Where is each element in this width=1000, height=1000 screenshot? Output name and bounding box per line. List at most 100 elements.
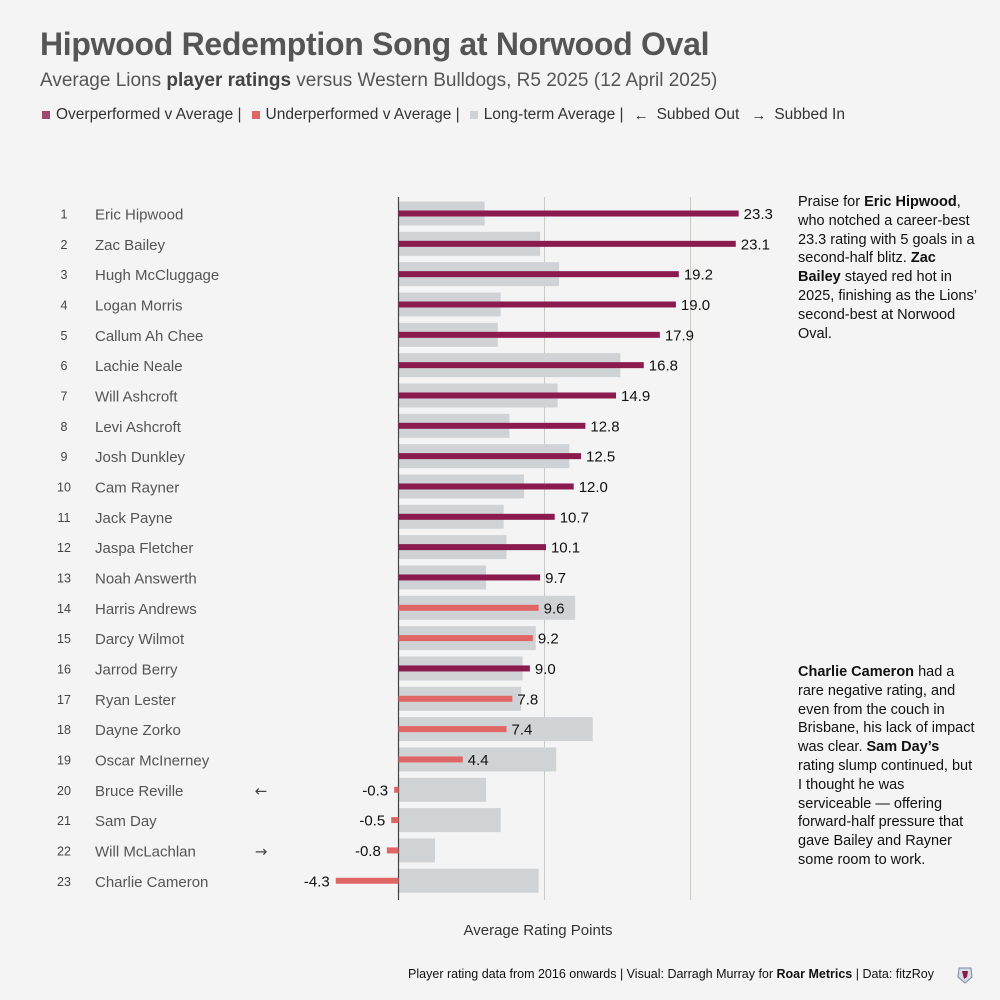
player-name-10: Cam Rayner — [95, 479, 179, 496]
legend-avg-label: Long-term Average | — [483, 106, 624, 123]
value-label-13: 9.7 — [545, 570, 566, 587]
value-label-17: 7.8 — [517, 691, 538, 708]
rating-bar-5 — [398, 331, 660, 338]
value-label-2: 23.1 — [741, 236, 770, 253]
player-name-1: Eric Hipwood — [95, 207, 183, 224]
footer-pre: Player rating data from 2016 onwards | V… — [408, 967, 777, 981]
rank-label-11: 11 — [58, 511, 71, 525]
rank-label-3: 3 — [61, 268, 68, 282]
rating-bar-11 — [398, 513, 555, 520]
rank-label-21: 21 — [57, 814, 71, 828]
value-label-20: -0.3 — [362, 782, 388, 799]
player-name-18: Dayne Zorko — [95, 722, 181, 739]
annotation-top: Praise for Eric Hipwood, who notched a c… — [798, 193, 978, 343]
annot-top-b2: Zac Bailey — [798, 250, 936, 286]
annot-bottom-t1: had a rare negative rating, and even fro… — [798, 664, 975, 756]
legend: Overperformed v Average | Underperformed… — [42, 106, 849, 124]
rating-bar-23 — [335, 877, 399, 884]
rating-bar-9 — [398, 453, 581, 460]
player-name-14: Harris Andrews — [95, 601, 197, 618]
value-label-4: 19.0 — [681, 297, 710, 314]
rank-label-20: 20 — [57, 784, 71, 798]
rank-label-19: 19 — [57, 753, 71, 767]
player-name-17: Ryan Lester — [95, 692, 176, 709]
value-label-10: 12.0 — [579, 479, 608, 496]
avg-bar-20 — [398, 777, 487, 802]
annot-bottom-t2: rating slump continued, but I thought he… — [798, 757, 973, 868]
rating-bar-13 — [398, 574, 541, 581]
value-label-16: 9.0 — [535, 661, 556, 678]
rank-label-13: 13 — [57, 571, 71, 585]
legend-over-swatch — [42, 111, 50, 119]
subbed-out-arrow-icon: ← — [633, 106, 649, 124]
rating-bar-21 — [391, 817, 399, 824]
rating-bar-16 — [398, 665, 530, 672]
player-name-16: Jarrod Berry — [95, 661, 178, 678]
legend-avg-swatch — [469, 111, 478, 119]
legend-under-swatch — [251, 111, 260, 119]
rank-label-10: 10 — [57, 480, 71, 494]
rating-bar-12 — [398, 544, 546, 551]
legend-over-label: Overperformed v Average | — [56, 106, 242, 123]
avg-bar-21 — [398, 808, 501, 833]
annot-top-t3: stayed red hot in 2025, finishing as the… — [798, 269, 977, 342]
rank-label-15: 15 — [57, 632, 71, 646]
rank-label-2: 2 — [61, 238, 68, 252]
rating-bar-19 — [398, 756, 463, 763]
legend-under-label: Underperformed v Average | — [265, 106, 460, 123]
rating-bar-4 — [398, 301, 676, 308]
avg-bar-22 — [398, 838, 435, 863]
rating-bar-15 — [398, 635, 533, 642]
value-label-12: 10.1 — [551, 540, 580, 557]
value-label-8: 12.8 — [590, 418, 619, 435]
rank-label-23: 23 — [57, 875, 71, 889]
value-label-7: 14.9 — [621, 388, 650, 405]
value-label-23: -4.3 — [304, 873, 330, 890]
roar-metrics-logo-icon — [957, 967, 973, 984]
subbed-in-arrow-icon: → — [751, 106, 767, 124]
player-name-13: Noah Answerth — [95, 570, 197, 587]
value-label-19: 4.4 — [468, 752, 489, 769]
value-label-9: 12.5 — [586, 449, 615, 466]
x-axis-label: Average Rating Points — [463, 922, 613, 939]
rating-bar-18 — [398, 726, 507, 733]
rating-bar-20 — [394, 786, 399, 793]
rating-bar-14 — [398, 604, 539, 611]
legend-subbed-out-label: Subbed Out — [656, 106, 740, 123]
rank-label-18: 18 — [57, 723, 71, 737]
value-label-18: 7.4 — [512, 722, 533, 739]
rank-label-8: 8 — [61, 420, 68, 434]
rating-bar-6 — [398, 362, 644, 369]
rating-bar-17 — [398, 695, 513, 702]
subbed-in-icon: → — [255, 842, 268, 860]
rank-label-14: 14 — [57, 602, 71, 616]
value-label-11: 10.7 — [560, 509, 589, 526]
player-name-4: Logan Morris — [95, 297, 183, 314]
subtitle-post: versus Western Bulldogs, R5 2025 (12 Apr… — [291, 70, 718, 91]
subtitle-bold: player ratings — [166, 70, 292, 91]
footer-credits: Player rating data from 2016 onwards | V… — [408, 967, 934, 981]
value-label-1: 23.3 — [744, 206, 773, 223]
player-name-19: Oscar McInerney — [95, 752, 210, 769]
avg-bar-23 — [398, 868, 539, 893]
value-label-21: -0.5 — [359, 813, 385, 830]
rating-bar-22 — [386, 847, 399, 854]
player-name-3: Hugh McCluggage — [95, 267, 219, 284]
rating-bar-1 — [398, 210, 739, 217]
value-label-6: 16.8 — [649, 358, 678, 375]
rating-bar-10 — [398, 483, 574, 490]
subtitle-pre: Average Lions — [40, 70, 167, 91]
rank-label-12: 12 — [57, 541, 71, 555]
rank-label-17: 17 — [57, 693, 71, 707]
rank-label-5: 5 — [61, 329, 68, 343]
player-name-11: Jack Payne — [95, 510, 173, 527]
player-name-22: Will McLachlan — [95, 843, 196, 860]
annot-top-t1: Praise for — [798, 194, 865, 210]
chart-subtitle: Average Lions player ratings versus West… — [40, 70, 717, 92]
subbed-out-icon: ← — [255, 782, 268, 800]
legend-subbed-in-label: Subbed In — [774, 106, 845, 123]
annotation-bottom: Charlie Cameron had a rare negative rati… — [798, 663, 978, 870]
player-name-21: Sam Day — [95, 813, 157, 830]
player-name-12: Jaspa Fletcher — [95, 540, 193, 557]
